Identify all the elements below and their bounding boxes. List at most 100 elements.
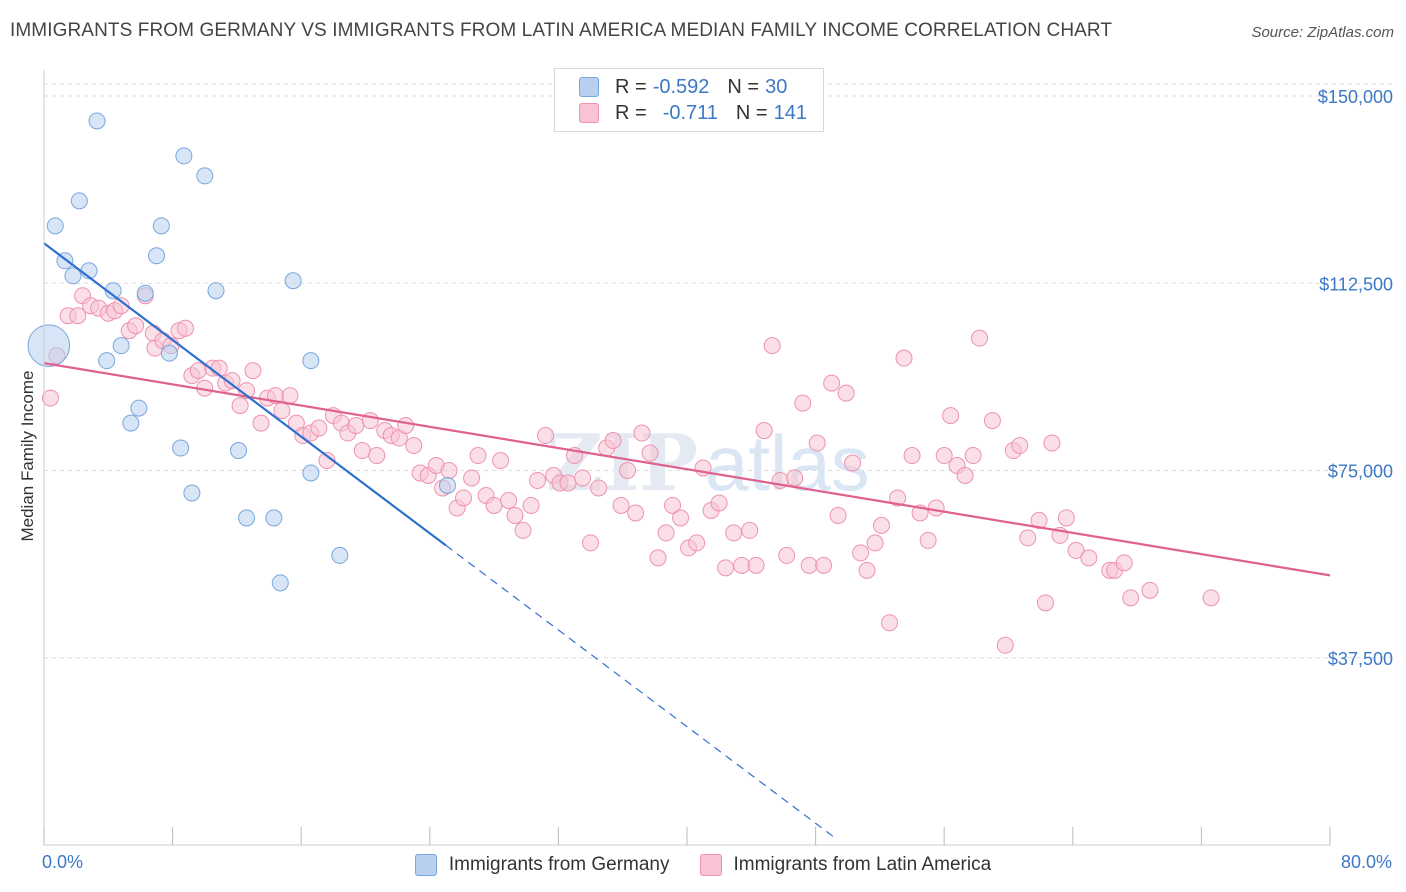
germany-point bbox=[183, 484, 201, 502]
watermark: ZIP atlas bbox=[546, 418, 870, 509]
latin-america-point bbox=[895, 349, 913, 367]
r-value: -0.711 bbox=[662, 101, 718, 124]
germany-point bbox=[284, 272, 302, 290]
germany-point bbox=[70, 192, 88, 210]
latin-america-point bbox=[710, 494, 728, 512]
latin-america-point bbox=[829, 506, 847, 524]
latin-america-point bbox=[612, 496, 630, 514]
latin-america-point bbox=[1036, 594, 1054, 612]
latin-america-point bbox=[996, 636, 1014, 654]
latin-america-point bbox=[455, 489, 473, 507]
latin-america-point bbox=[310, 419, 328, 437]
latin-america-point bbox=[983, 412, 1001, 430]
latin-america-point bbox=[649, 549, 667, 567]
latin-america-point bbox=[1115, 554, 1133, 572]
latin-america-point bbox=[725, 524, 743, 542]
latin-america-point bbox=[1202, 589, 1220, 607]
latin-america-point bbox=[41, 389, 59, 407]
source-label: Source: ZipAtlas.com bbox=[1251, 24, 1394, 41]
latin-america-point bbox=[837, 384, 855, 402]
latin-america-point bbox=[927, 499, 945, 517]
y-tick-labels: $37,500 $75,000 $112,500 $150,000 bbox=[1318, 87, 1393, 669]
latin-america-point bbox=[815, 556, 833, 574]
latin-america-point bbox=[69, 307, 87, 325]
latin-america-point bbox=[1011, 437, 1029, 455]
germany-point bbox=[331, 546, 349, 564]
germany-trend-line bbox=[43, 242, 447, 547]
n-label: N = bbox=[727, 75, 760, 98]
germany-point bbox=[238, 509, 256, 527]
y-tick-label: $112,500 bbox=[1319, 274, 1393, 294]
x-axis-min-label: 0.0% bbox=[42, 852, 84, 872]
germany-point bbox=[104, 282, 122, 300]
latin-america-point bbox=[964, 447, 982, 465]
latin-america-point bbox=[273, 402, 291, 420]
r-value: -0.592 bbox=[652, 75, 710, 98]
latin-america-point bbox=[223, 372, 241, 390]
r-label: R = bbox=[615, 101, 647, 124]
latin-america-point bbox=[252, 414, 270, 432]
latin-america-point bbox=[189, 362, 207, 380]
latin-america-point bbox=[956, 466, 974, 484]
legend-item-germany[interactable]: Immigrants from Germany bbox=[414, 854, 670, 876]
germany-point bbox=[160, 344, 178, 362]
legend-row-germany: R = -0.592 N = 30 bbox=[579, 74, 787, 100]
germany-point bbox=[175, 147, 193, 165]
germany-point bbox=[136, 284, 154, 302]
latin-america-point bbox=[506, 506, 524, 524]
latin-america-point bbox=[641, 444, 659, 462]
trend-lines bbox=[43, 242, 1331, 840]
latin-america-point bbox=[881, 614, 899, 632]
latin-america-point bbox=[353, 442, 371, 460]
y-tick-label: $37,500 bbox=[1328, 649, 1393, 669]
y-axis-label: Median Family Income bbox=[18, 370, 37, 542]
n-value: 141 bbox=[773, 101, 807, 124]
latin-america-point bbox=[405, 437, 423, 455]
germany-point bbox=[46, 217, 64, 235]
germany-point bbox=[302, 352, 320, 370]
latin-america-point bbox=[717, 559, 735, 577]
germany-point bbox=[148, 247, 166, 265]
latin-america-point bbox=[858, 561, 876, 579]
latin-america-point bbox=[514, 521, 532, 539]
latin-america-point bbox=[889, 489, 907, 507]
latin-america-point bbox=[633, 424, 651, 442]
latin-america-point bbox=[794, 394, 812, 412]
germany-point bbox=[130, 399, 148, 417]
latin-america-point bbox=[808, 434, 826, 452]
latin-america-point bbox=[755, 422, 773, 440]
germany-point bbox=[152, 217, 170, 235]
latin-america-point bbox=[942, 407, 960, 425]
latin-america-point bbox=[664, 496, 682, 514]
latin-america-point bbox=[1141, 581, 1159, 599]
latin-america-point bbox=[112, 297, 130, 315]
y-tick-label: $75,000 bbox=[1328, 462, 1393, 482]
latin-america-point bbox=[244, 362, 262, 380]
latin-america-point bbox=[469, 447, 487, 465]
germany-point bbox=[122, 414, 140, 432]
latin-america-point bbox=[1043, 434, 1061, 452]
latin-america-point bbox=[127, 317, 145, 335]
latin-america-point bbox=[971, 329, 989, 347]
germany-point bbox=[64, 267, 82, 285]
latin-america-point bbox=[537, 427, 555, 445]
correlation-legend: R = -0.592 N = 30 R = -0.711 N = 141 bbox=[554, 68, 824, 132]
chart-title: IMMIGRANTS FROM GERMANY VS IMMIGRANTS FR… bbox=[10, 20, 1113, 41]
latin-america-point bbox=[440, 462, 458, 479]
latin-america-point bbox=[590, 479, 608, 497]
germany-point bbox=[27, 324, 71, 367]
latin-america-point bbox=[688, 534, 706, 552]
n-label: N = bbox=[735, 101, 768, 124]
legend-item-latin[interactable]: Immigrants from Latin America bbox=[699, 854, 991, 876]
latin-america-point bbox=[873, 516, 891, 534]
germany-point bbox=[302, 464, 320, 482]
latin-america-point bbox=[492, 452, 510, 470]
series-legend: Immigrants from Germany Immigrants from … bbox=[0, 852, 1406, 878]
watermark-atlas: atlas bbox=[705, 419, 870, 507]
latin-america-point bbox=[281, 387, 299, 405]
latin-america-point bbox=[763, 337, 781, 355]
latin-america-point bbox=[733, 556, 751, 574]
germany-legend-label: Immigrants from Germany bbox=[448, 854, 670, 875]
latin-america-point bbox=[529, 471, 547, 489]
